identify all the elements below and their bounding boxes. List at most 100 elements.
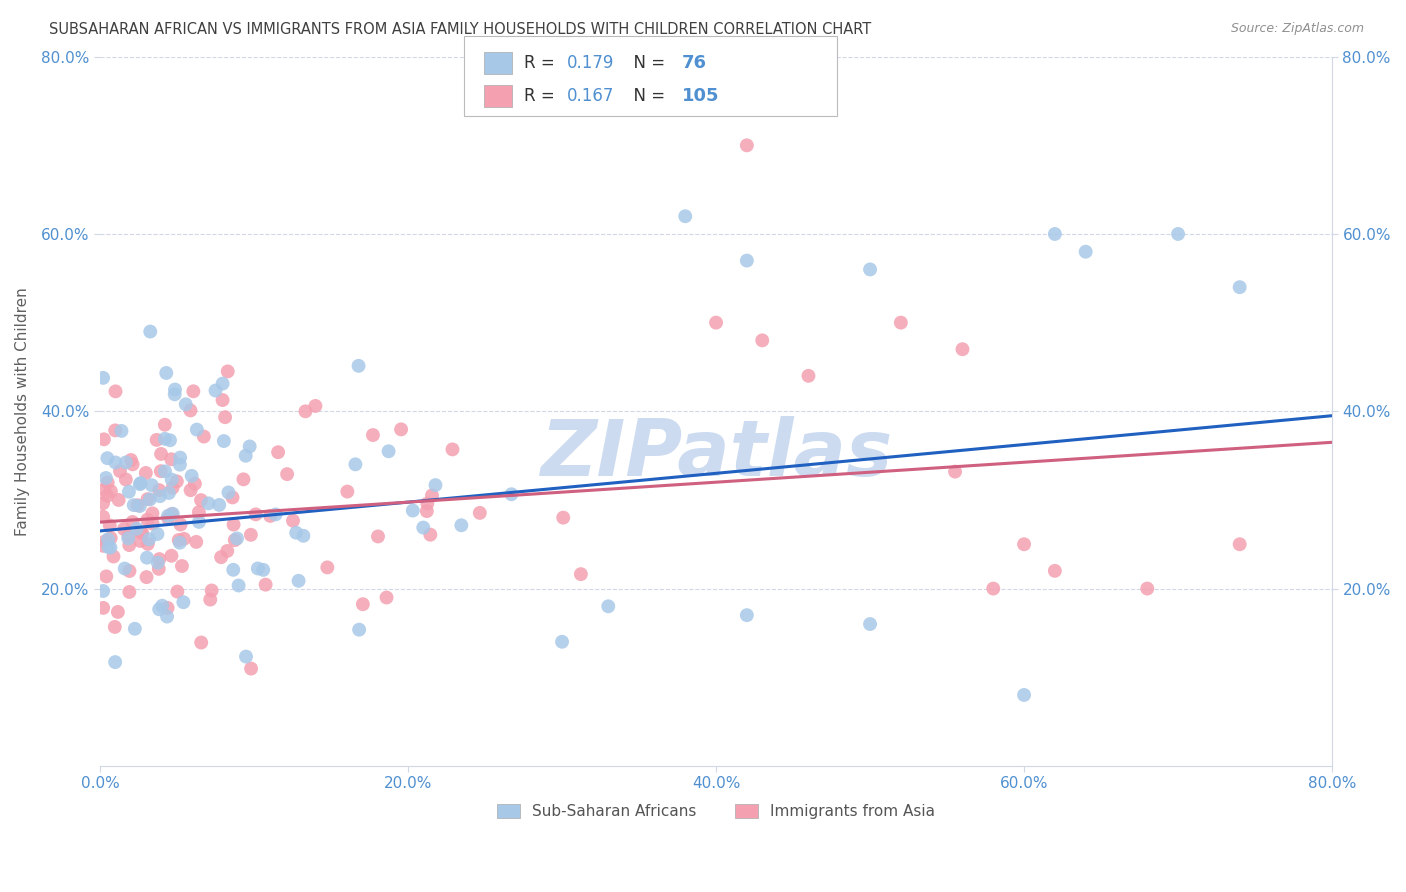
Point	[197, 496, 219, 510]
Point	[184, 476, 207, 491]
Point	[441, 442, 464, 457]
Point	[169, 458, 191, 472]
Text: R =: R =	[524, 87, 561, 104]
Point	[91, 584, 114, 599]
Point	[118, 484, 141, 499]
Point	[347, 623, 370, 637]
Point	[169, 450, 191, 465]
Point	[108, 464, 131, 478]
Point	[316, 560, 339, 574]
Point	[375, 591, 398, 605]
Point	[141, 507, 163, 521]
Point	[129, 533, 152, 548]
Y-axis label: Family Households with Children: Family Households with Children	[15, 287, 30, 536]
Point	[159, 434, 181, 448]
Point	[121, 515, 143, 529]
Point	[156, 508, 179, 523]
Text: N =: N =	[623, 87, 671, 104]
Text: SUBSAHARAN AFRICAN VS IMMIGRANTS FROM ASIA FAMILY HOUSEHOLDS WITH CHILDREN CORRE: SUBSAHARAN AFRICAN VS IMMIGRANTS FROM AS…	[49, 22, 872, 37]
Point	[180, 468, 202, 483]
Point	[214, 410, 236, 425]
Point	[96, 569, 118, 583]
Point	[190, 493, 212, 508]
Point	[201, 583, 224, 598]
Point	[93, 483, 115, 497]
Point	[416, 504, 439, 518]
Point	[117, 529, 139, 543]
Point	[1167, 227, 1189, 241]
Point	[118, 585, 141, 599]
Point	[107, 605, 129, 619]
Text: 76: 76	[682, 54, 707, 72]
Point	[97, 541, 120, 555]
Point	[1012, 537, 1035, 551]
Point	[222, 563, 245, 577]
Point	[157, 511, 180, 525]
Point	[252, 563, 274, 577]
Point	[173, 532, 195, 546]
Point	[304, 399, 326, 413]
Point	[149, 464, 172, 478]
Point	[239, 439, 262, 453]
Point	[114, 561, 136, 575]
Point	[450, 518, 472, 533]
Point	[148, 483, 170, 497]
Point	[389, 422, 412, 436]
Point	[294, 404, 316, 418]
Point	[91, 496, 114, 510]
Point	[735, 608, 758, 623]
Point	[97, 475, 120, 490]
Point	[136, 513, 159, 527]
Point	[412, 520, 434, 534]
Point	[91, 539, 114, 553]
Point	[112, 522, 135, 536]
Point	[153, 417, 176, 432]
Point	[162, 481, 184, 495]
Point	[172, 595, 194, 609]
Point	[115, 455, 138, 469]
Point	[217, 485, 239, 500]
Point	[347, 359, 370, 373]
Point	[211, 392, 233, 407]
Point	[267, 445, 290, 459]
Point	[188, 515, 211, 529]
Point	[97, 533, 120, 547]
Point	[859, 262, 882, 277]
Point	[129, 525, 152, 540]
Point	[129, 476, 152, 491]
Point	[121, 458, 143, 472]
Point	[217, 364, 239, 378]
Point	[160, 507, 183, 521]
Point	[135, 466, 157, 480]
Point	[981, 582, 1004, 596]
Point	[93, 433, 115, 447]
Text: 0.179: 0.179	[567, 54, 614, 72]
Point	[163, 383, 186, 397]
Point	[232, 472, 254, 486]
Point	[553, 510, 575, 524]
Point	[344, 458, 367, 472]
Point	[240, 662, 263, 676]
Point	[136, 550, 159, 565]
Point	[1229, 537, 1251, 551]
Point	[259, 508, 281, 523]
Point	[100, 531, 122, 545]
Point	[169, 535, 191, 549]
Point	[125, 522, 148, 536]
Point	[156, 609, 179, 624]
Text: R =: R =	[524, 54, 561, 72]
Point	[94, 471, 117, 485]
Point	[361, 428, 384, 442]
Point	[217, 544, 239, 558]
Point	[1229, 280, 1251, 294]
Point	[222, 517, 245, 532]
Point	[136, 492, 159, 507]
Point	[352, 597, 374, 611]
Point	[153, 432, 176, 446]
Point	[141, 516, 163, 531]
Point	[336, 484, 359, 499]
Point	[138, 533, 160, 547]
Point	[735, 253, 758, 268]
Point	[96, 451, 118, 466]
Point	[704, 316, 727, 330]
